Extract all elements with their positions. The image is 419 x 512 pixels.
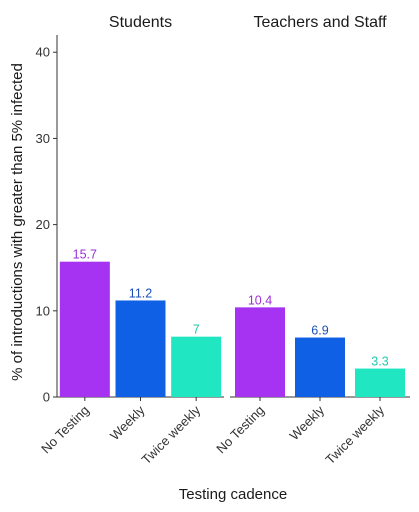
data-label: 10.4 (248, 293, 272, 307)
x-axis-title: Testing cadence (179, 486, 287, 503)
bar (171, 336, 222, 397)
bar (115, 300, 166, 397)
facet-title: Teachers and Staff (253, 14, 387, 31)
y-tick-label: 30 (36, 131, 50, 146)
data-label: 7 (193, 323, 200, 337)
x-tick-label: Twice weekly (322, 402, 387, 467)
plot-layer: 0 10 20 30 40 Students 15.7 No Testing 11.2 Weekl… (36, 14, 410, 467)
facet-title: Students (109, 14, 172, 31)
bar (355, 368, 405, 397)
bar (235, 307, 285, 397)
y-tick-label: 40 (36, 45, 50, 60)
x-tick-label: No Testing (213, 403, 267, 457)
x-tick-label: Twice weekly (139, 402, 204, 467)
y-tick-label: 20 (36, 217, 50, 232)
y-tick-label: 10 (36, 303, 50, 318)
bar (59, 261, 110, 397)
data-label: 11.2 (129, 286, 152, 300)
data-label: 6.9 (311, 324, 328, 338)
data-label: 3.3 (371, 355, 388, 369)
bar (295, 337, 345, 397)
x-tick-label: Weekly (287, 402, 328, 443)
y-axis-title: % of introductions with greater than 5% … (9, 63, 26, 381)
data-label: 15.7 (73, 248, 97, 262)
x-tick-label: No Testing (38, 403, 92, 457)
x-tick-label: Weekly (107, 402, 148, 443)
y-tick-label: 0 (43, 390, 50, 405)
